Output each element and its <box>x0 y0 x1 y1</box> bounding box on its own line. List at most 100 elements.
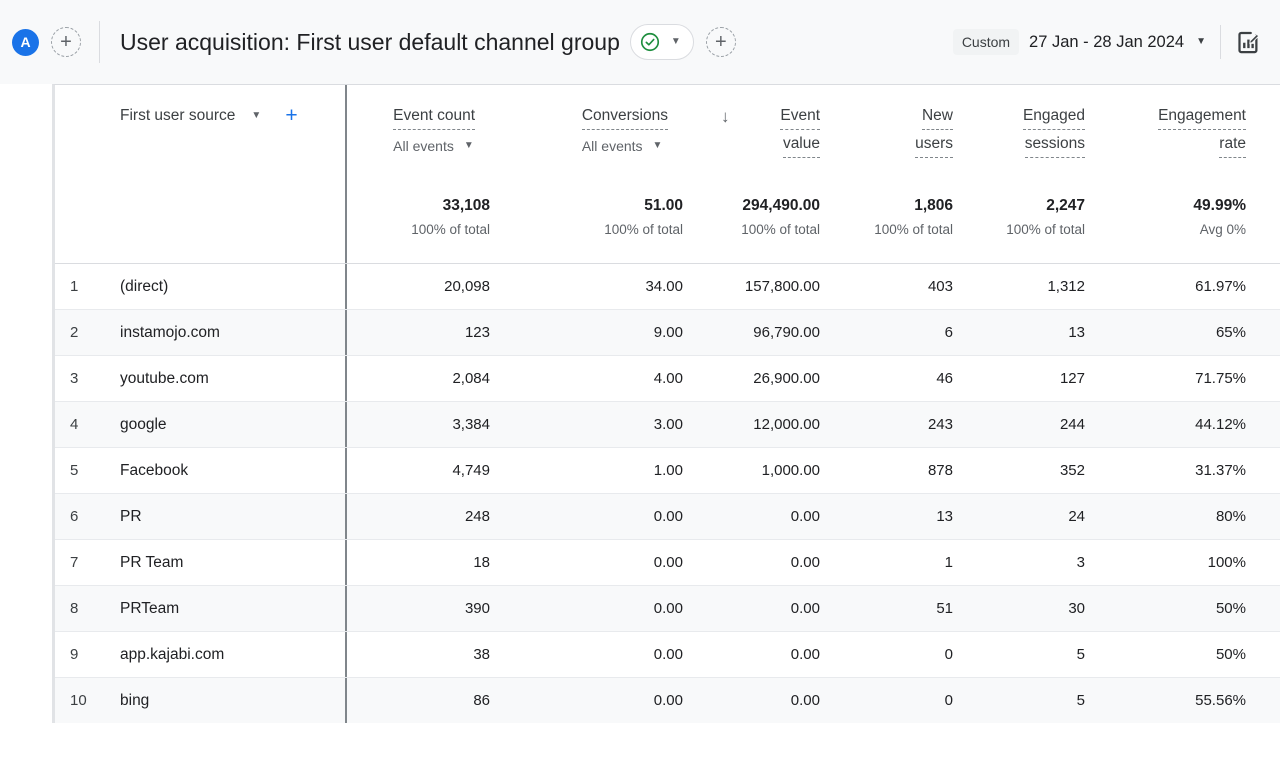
event-value-cell: 0.00 <box>683 678 820 723</box>
engagement-rate-cell: 50% <box>1085 586 1280 631</box>
event-count-cell: 3,384 <box>347 402 490 447</box>
conversions-cell: 0.00 <box>490 632 683 677</box>
table-row[interactable]: 3 youtube.com 2,084 4.00 26,900.00 46 12… <box>55 355 1280 401</box>
total-subtext: 100% of total <box>741 222 820 237</box>
row-number: 10 <box>70 692 120 709</box>
engagement-rate-cell: 31.37% <box>1085 448 1280 493</box>
column-header-engagement-rate[interactable]: Engagement rate <box>1085 85 1280 191</box>
row-number: 5 <box>70 462 120 479</box>
engagement-rate-cell: 55.56% <box>1085 678 1280 723</box>
table-row[interactable]: 5 Facebook 4,749 1.00 1,000.00 878 352 3… <box>55 447 1280 493</box>
source-name: PR <box>120 508 142 526</box>
total-subtext: 100% of total <box>411 222 490 237</box>
table-row[interactable]: 2 instamojo.com 123 9.00 96,790.00 6 13 … <box>55 309 1280 355</box>
event-filter-dropdown[interactable]: All events ▼ <box>582 138 663 154</box>
column-label-line1[interactable]: New <box>922 107 953 130</box>
column-header-event-count[interactable]: Event count All events ▼ <box>347 85 490 191</box>
table-row[interactable]: 6 PR 248 0.00 0.00 13 24 80% <box>55 493 1280 539</box>
engaged-sessions-cell: 3 <box>953 540 1085 585</box>
new-users-cell: 403 <box>820 264 953 309</box>
date-range-picker[interactable]: 27 Jan - 28 Jan 2024 ▼ <box>1029 33 1206 52</box>
column-label-line2[interactable]: sessions <box>1025 135 1085 158</box>
dimension-cell: 8 PRTeam <box>55 586 347 631</box>
column-label[interactable]: Conversions <box>582 107 668 130</box>
data-quality-badge[interactable]: ▼ <box>630 24 694 60</box>
customize-report-icon <box>1235 29 1262 56</box>
totals-dimension-cell <box>55 191 347 263</box>
column-header-conversions[interactable]: Conversions All events ▼ <box>490 85 683 191</box>
event-value-cell: 0.00 <box>683 540 820 585</box>
header-divider <box>99 21 100 63</box>
column-label-line1[interactable]: Engagement <box>1158 107 1246 130</box>
table-totals-row: 33,108 100% of total 51.00 100% of total… <box>55 191 1280 263</box>
plus-icon: + <box>60 32 72 52</box>
dimension-selector[interactable]: First user source <box>120 107 235 125</box>
column-header-new-users[interactable]: New users <box>820 85 953 191</box>
engaged-sessions-cell: 127 <box>953 356 1085 401</box>
report-header: A + User acquisition: First user default… <box>0 0 1280 84</box>
conversions-cell: 0.00 <box>490 678 683 723</box>
new-users-cell: 46 <box>820 356 953 401</box>
total-value: 294,490.00 <box>742 197 820 215</box>
event-count-cell: 86 <box>347 678 490 723</box>
conversions-cell: 1.00 <box>490 448 683 493</box>
event-filter-label: All events <box>582 138 643 154</box>
customize-report-button[interactable] <box>1235 29 1262 56</box>
engagement-rate-cell: 71.75% <box>1085 356 1280 401</box>
total-value: 1,806 <box>914 197 953 215</box>
total-subtext: 100% of total <box>604 222 683 237</box>
total-subtext: 100% of total <box>1006 222 1085 237</box>
column-label-line2[interactable]: users <box>915 135 953 158</box>
plus-icon: + <box>715 32 727 52</box>
engagement-rate-cell: 65% <box>1085 310 1280 355</box>
dimension-cell: 4 google <box>55 402 347 447</box>
chevron-down-icon[interactable]: ▼ <box>251 111 261 121</box>
chevron-down-icon: ▼ <box>1196 37 1206 47</box>
table-row[interactable]: 10 bing 86 0.00 0.00 0 5 55.56% <box>55 677 1280 723</box>
event-value-cell: 26,900.00 <box>683 356 820 401</box>
column-header-engaged-sessions[interactable]: Engaged sessions <box>953 85 1085 191</box>
event-value-cell: 0.00 <box>683 494 820 539</box>
total-value: 49.99% <box>1193 197 1246 215</box>
source-name: app.kajabi.com <box>120 646 224 664</box>
check-circle-icon <box>639 31 661 53</box>
account-avatar[interactable]: A <box>12 29 39 56</box>
event-value-cell: 1,000.00 <box>683 448 820 493</box>
table-row[interactable]: 4 google 3,384 3.00 12,000.00 243 244 44… <box>55 401 1280 447</box>
column-label-line1[interactable]: Event <box>780 107 820 130</box>
column-label-line1[interactable]: Engaged <box>1023 107 1085 130</box>
event-filter-dropdown[interactable]: All events ▼ <box>393 138 474 154</box>
engagement-rate-cell: 50% <box>1085 632 1280 677</box>
add-dimension-button[interactable]: + <box>285 105 297 126</box>
totals-new-users: 1,806 100% of total <box>820 191 953 263</box>
add-segment-button[interactable]: + <box>706 27 736 57</box>
page-title: User acquisition: First user default cha… <box>120 29 620 56</box>
table-row[interactable]: 9 app.kajabi.com 38 0.00 0.00 0 5 50% <box>55 631 1280 677</box>
row-number: 4 <box>70 416 120 433</box>
totals-engaged-sessions: 2,247 100% of total <box>953 191 1085 263</box>
total-value: 33,108 <box>443 197 490 215</box>
column-header-event-value[interactable]: ↓ Event value <box>683 85 820 191</box>
engagement-rate-cell: 61.97% <box>1085 264 1280 309</box>
table-row[interactable]: 1 (direct) 20,098 34.00 157,800.00 403 1… <box>55 263 1280 309</box>
event-count-cell: 390 <box>347 586 490 631</box>
engagement-rate-cell: 100% <box>1085 540 1280 585</box>
table-row[interactable]: 7 PR Team 18 0.00 0.00 1 3 100% <box>55 539 1280 585</box>
add-comparison-button[interactable]: + <box>51 27 81 57</box>
event-count-cell: 248 <box>347 494 490 539</box>
sort-descending-icon[interactable]: ↓ <box>721 107 730 127</box>
column-label-line2[interactable]: value <box>783 135 820 158</box>
column-label-line2[interactable]: rate <box>1219 135 1246 158</box>
engaged-sessions-cell: 30 <box>953 586 1085 631</box>
engaged-sessions-cell: 13 <box>953 310 1085 355</box>
engaged-sessions-cell: 1,312 <box>953 264 1085 309</box>
row-number: 6 <box>70 508 120 525</box>
table-row[interactable]: 8 PRTeam 390 0.00 0.00 51 30 50% <box>55 585 1280 631</box>
engaged-sessions-cell: 5 <box>953 678 1085 723</box>
new-users-cell: 878 <box>820 448 953 493</box>
column-label[interactable]: Event count <box>393 107 475 130</box>
new-users-cell: 6 <box>820 310 953 355</box>
engaged-sessions-cell: 352 <box>953 448 1085 493</box>
source-name: PR Team <box>120 554 183 572</box>
dimension-cell: 9 app.kajabi.com <box>55 632 347 677</box>
